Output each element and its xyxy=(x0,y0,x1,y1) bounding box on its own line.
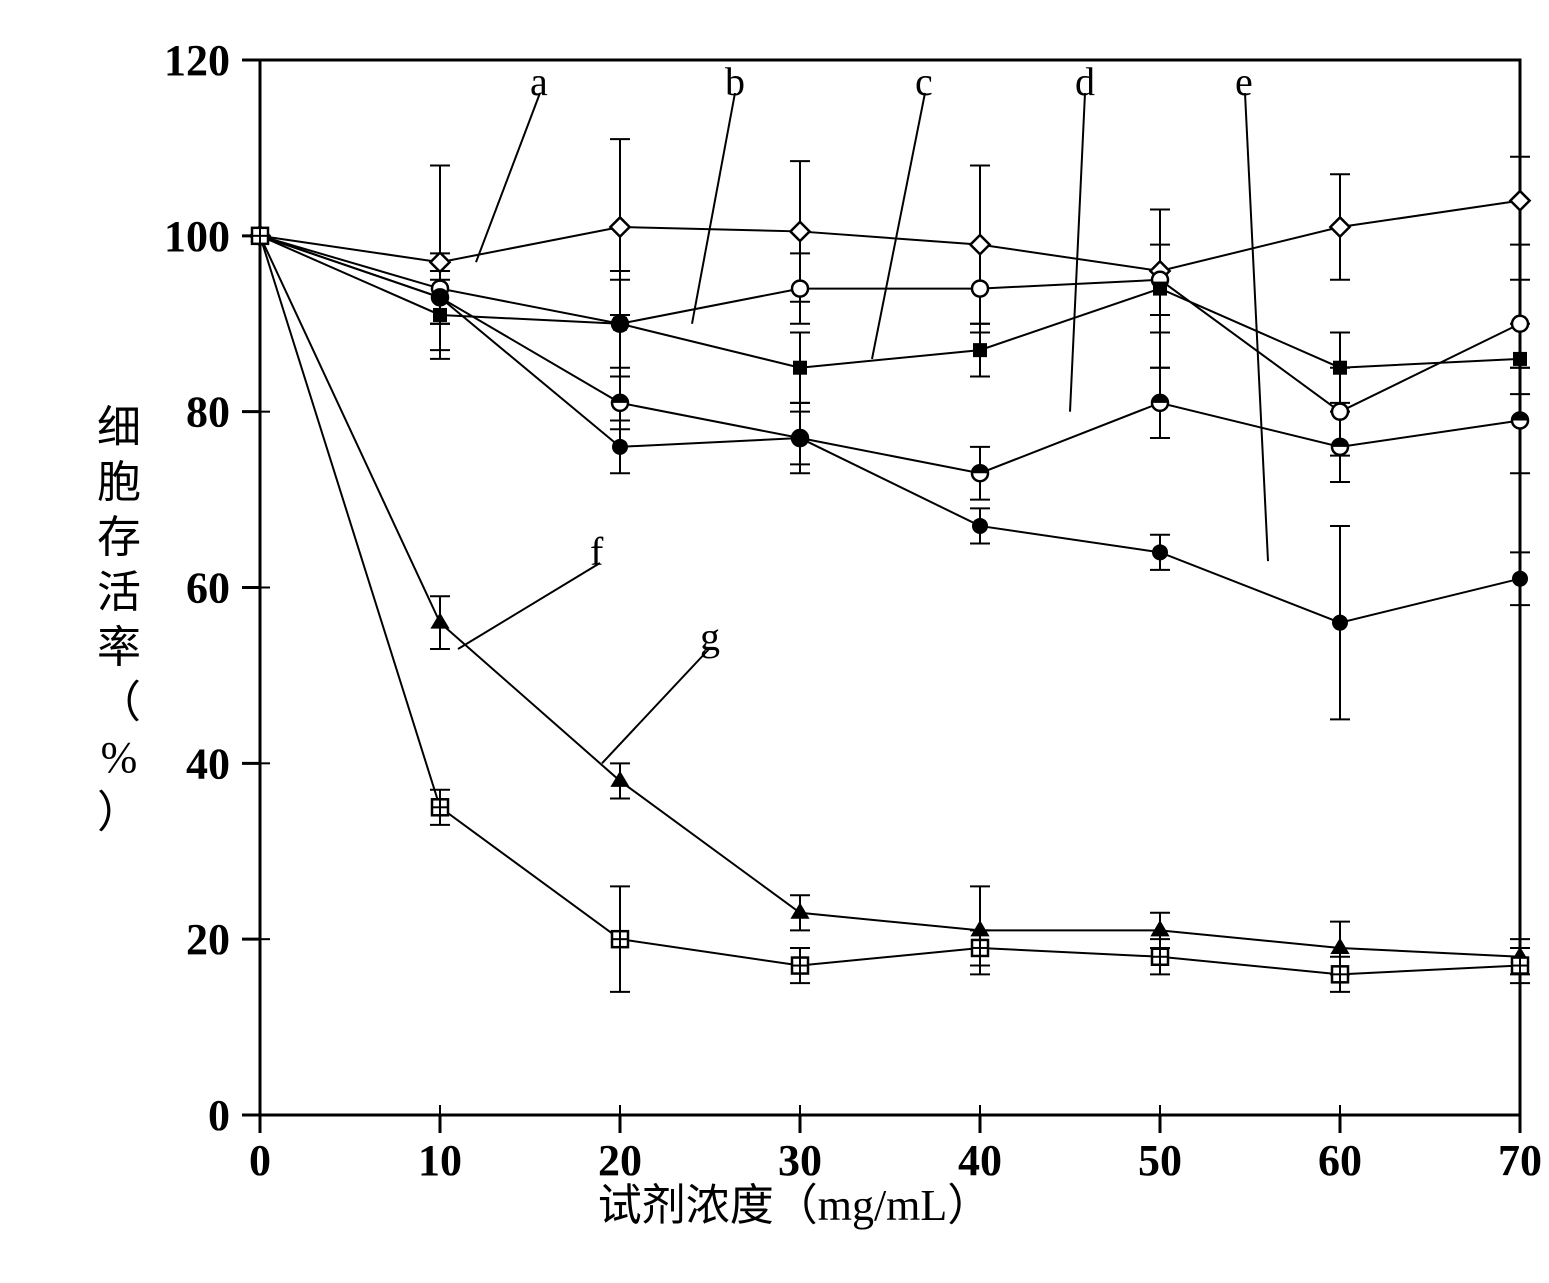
annotation-g: g xyxy=(700,614,720,659)
ylab-6: % xyxy=(95,730,143,785)
svg-text:10: 10 xyxy=(418,1136,462,1185)
annotation-e: e xyxy=(1235,59,1253,104)
svg-text:100: 100 xyxy=(164,212,230,261)
svg-text:120: 120 xyxy=(164,36,230,85)
svg-text:70: 70 xyxy=(1498,1136,1542,1185)
annotation-d: d xyxy=(1075,59,1095,104)
y-axis-label: 细 胞 存 活 率 （ % ） xyxy=(95,400,143,840)
annotation-b: b xyxy=(725,59,745,104)
annotation-a: a xyxy=(530,59,548,104)
svg-text:50: 50 xyxy=(1138,1136,1182,1185)
svg-text:60: 60 xyxy=(1318,1136,1362,1185)
svg-text:40: 40 xyxy=(186,739,230,788)
chart-svg: 010203040506070020406080100120abcdefg xyxy=(20,20,1549,1263)
svg-text:0: 0 xyxy=(249,1136,271,1185)
chart-container: 细 胞 存 活 率 （ % ） 试剂浓度（mg/mL） 010203040506… xyxy=(20,20,1549,1263)
ylab-2: 存 xyxy=(95,510,143,565)
series-g xyxy=(260,236,1520,975)
svg-text:20: 20 xyxy=(186,915,230,964)
svg-text:60: 60 xyxy=(186,564,230,613)
ylab-7: ） xyxy=(95,785,143,840)
svg-text:80: 80 xyxy=(186,388,230,437)
annotation-c: c xyxy=(915,59,933,104)
svg-text:0: 0 xyxy=(208,1091,230,1140)
ylab-0: 细 xyxy=(95,400,143,455)
ylab-3: 活 xyxy=(95,565,143,620)
ylab-5: （ xyxy=(95,675,143,730)
ylab-1: 胞 xyxy=(95,455,143,510)
series-e xyxy=(260,236,1520,623)
ylab-4: 率 xyxy=(95,620,143,675)
x-axis-label: 试剂浓度（mg/mL） xyxy=(598,1169,992,1233)
annotation-f: f xyxy=(590,529,604,574)
